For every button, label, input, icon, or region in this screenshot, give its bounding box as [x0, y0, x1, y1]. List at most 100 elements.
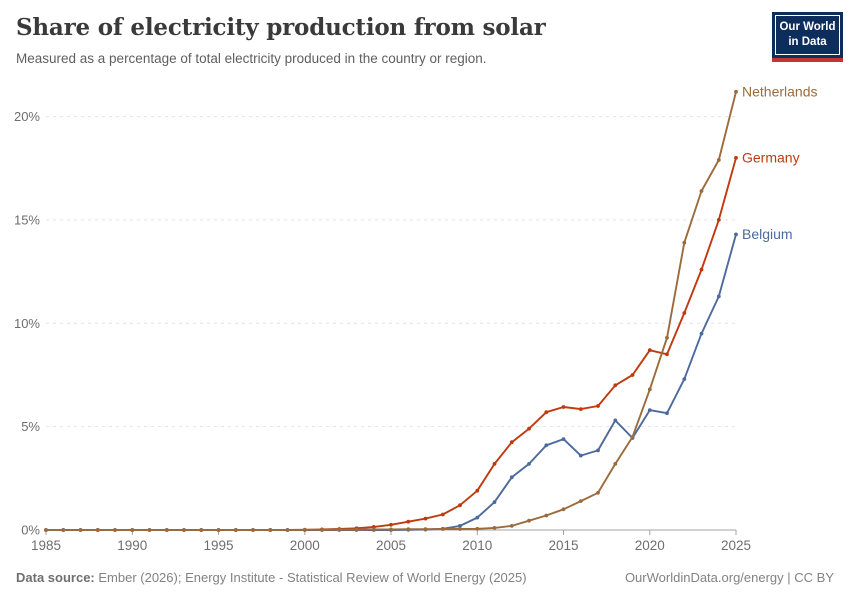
- data-point-netherlands[interactable]: [389, 527, 393, 532]
- data-point-germany[interactable]: [527, 426, 531, 431]
- data-point-belgium[interactable]: [458, 524, 462, 528]
- data-point-belgium[interactable]: [613, 418, 618, 423]
- data-point-germany[interactable]: [389, 522, 393, 527]
- data-point-netherlands[interactable]: [544, 513, 549, 518]
- data-point-germany[interactable]: [509, 440, 514, 445]
- series-line-netherlands[interactable]: [45, 90, 737, 531]
- data-point-netherlands[interactable]: [613, 462, 618, 466]
- data-point-netherlands[interactable]: [682, 240, 687, 245]
- data-point-netherlands[interactable]: [147, 528, 152, 532]
- data-point-netherlands[interactable]: [596, 490, 600, 495]
- data-point-germany[interactable]: [734, 156, 738, 160]
- data-point-netherlands[interactable]: [734, 89, 738, 94]
- data-point-netherlands[interactable]: [95, 528, 100, 532]
- data-point-netherlands[interactable]: [354, 527, 359, 532]
- data-point-netherlands[interactable]: [302, 527, 307, 532]
- data-point-netherlands[interactable]: [233, 528, 238, 532]
- data-point-belgium[interactable]: [492, 500, 497, 504]
- owid-logo[interactable]: Our World in Data: [772, 12, 843, 62]
- data-point-netherlands[interactable]: [130, 528, 135, 532]
- y-tick-label: 10%: [14, 316, 40, 331]
- data-point-germany[interactable]: [596, 404, 600, 408]
- data-point-germany[interactable]: [544, 410, 549, 415]
- series-label-netherlands[interactable]: Netherlands: [742, 83, 818, 99]
- data-point-belgium[interactable]: [682, 377, 687, 381]
- data-point-netherlands[interactable]: [527, 518, 531, 523]
- data-point-germany[interactable]: [406, 519, 411, 524]
- data-point-belgium[interactable]: [647, 408, 652, 412]
- series-line-belgium[interactable]: [45, 233, 737, 531]
- data-point-belgium[interactable]: [561, 437, 566, 441]
- data-point-netherlands[interactable]: [423, 527, 428, 532]
- data-point-germany[interactable]: [665, 352, 669, 357]
- data-point-belgium[interactable]: [665, 411, 669, 416]
- data-point-germany[interactable]: [475, 488, 480, 493]
- data-point-netherlands[interactable]: [44, 528, 48, 532]
- page-title: Share of electricity production from sol…: [16, 14, 546, 41]
- data-point-germany[interactable]: [699, 267, 704, 272]
- x-tick-label: 2010: [462, 538, 492, 553]
- series-label-germany[interactable]: Germany: [742, 149, 800, 165]
- data-point-netherlands[interactable]: [216, 528, 221, 532]
- data-point-belgium[interactable]: [509, 475, 514, 480]
- data-point-germany[interactable]: [647, 348, 652, 353]
- data-point-netherlands[interactable]: [199, 528, 204, 532]
- x-tick-label: 2015: [548, 538, 578, 553]
- data-point-belgium[interactable]: [596, 448, 600, 453]
- data-point-netherlands[interactable]: [665, 335, 669, 340]
- data-point-belgium[interactable]: [578, 453, 583, 458]
- data-point-belgium[interactable]: [475, 515, 480, 520]
- logo-box: Our World in Data: [772, 12, 843, 58]
- data-point-netherlands[interactable]: [113, 528, 117, 532]
- data-point-germany[interactable]: [492, 462, 497, 466]
- data-point-netherlands[interactable]: [320, 527, 324, 532]
- data-point-netherlands[interactable]: [251, 528, 255, 532]
- y-tick-label: 15%: [14, 212, 40, 227]
- data-point-netherlands[interactable]: [630, 435, 635, 439]
- data-point-belgium[interactable]: [716, 294, 721, 299]
- data-point-netherlands[interactable]: [440, 527, 445, 531]
- data-point-germany[interactable]: [423, 516, 428, 521]
- data-point-netherlands[interactable]: [561, 507, 566, 512]
- data-point-belgium[interactable]: [734, 232, 738, 237]
- data-point-germany[interactable]: [682, 311, 687, 315]
- data-point-germany[interactable]: [561, 405, 566, 409]
- data-point-netherlands[interactable]: [509, 524, 514, 528]
- data-point-belgium[interactable]: [699, 331, 704, 336]
- data-point-belgium[interactable]: [544, 443, 549, 448]
- y-tick-label: 0%: [21, 523, 40, 538]
- logo-line2: in Data: [788, 35, 827, 48]
- logo-text: Our World in Data: [775, 15, 840, 55]
- data-point-netherlands[interactable]: [578, 499, 583, 503]
- x-tick-label: 2000: [290, 538, 320, 553]
- data-point-belgium[interactable]: [527, 462, 531, 466]
- data-point-germany[interactable]: [613, 383, 618, 388]
- data-point-netherlands[interactable]: [371, 527, 376, 532]
- data-point-netherlands[interactable]: [285, 528, 290, 532]
- data-point-netherlands[interactable]: [78, 528, 83, 532]
- data-point-netherlands[interactable]: [475, 526, 480, 531]
- y-tick-label: 20%: [14, 109, 40, 124]
- data-point-netherlands[interactable]: [647, 387, 652, 392]
- data-point-netherlands[interactable]: [164, 528, 169, 532]
- owid-link[interactable]: OurWorldinData.org/energy | CC BY: [624, 570, 834, 585]
- data-point-germany[interactable]: [578, 407, 583, 411]
- data-point-netherlands[interactable]: [458, 527, 462, 531]
- series-line-germany[interactable]: [45, 156, 737, 531]
- series-label-belgium[interactable]: Belgium: [742, 226, 793, 242]
- data-point-germany[interactable]: [440, 512, 445, 517]
- data-point-netherlands[interactable]: [492, 526, 497, 530]
- data-point-netherlands[interactable]: [406, 527, 411, 532]
- data-point-netherlands[interactable]: [61, 528, 66, 532]
- data-point-netherlands[interactable]: [716, 158, 721, 162]
- data-point-netherlands[interactable]: [182, 528, 186, 532]
- data-point-netherlands[interactable]: [337, 527, 342, 532]
- data-point-netherlands[interactable]: [699, 189, 704, 193]
- data-point-germany[interactable]: [630, 373, 635, 377]
- data-source-label: Data source:: [16, 570, 95, 585]
- x-tick-label: 1985: [31, 538, 61, 553]
- data-point-netherlands[interactable]: [268, 528, 273, 532]
- data-point-germany[interactable]: [458, 503, 462, 508]
- data-point-germany[interactable]: [716, 218, 721, 222]
